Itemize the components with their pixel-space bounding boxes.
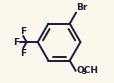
Text: F: F xyxy=(20,49,26,58)
Text: F: F xyxy=(13,38,19,47)
Text: Br: Br xyxy=(76,3,87,12)
Text: F: F xyxy=(20,27,26,36)
Text: OCH: OCH xyxy=(75,66,97,75)
Text: 3: 3 xyxy=(81,69,86,75)
